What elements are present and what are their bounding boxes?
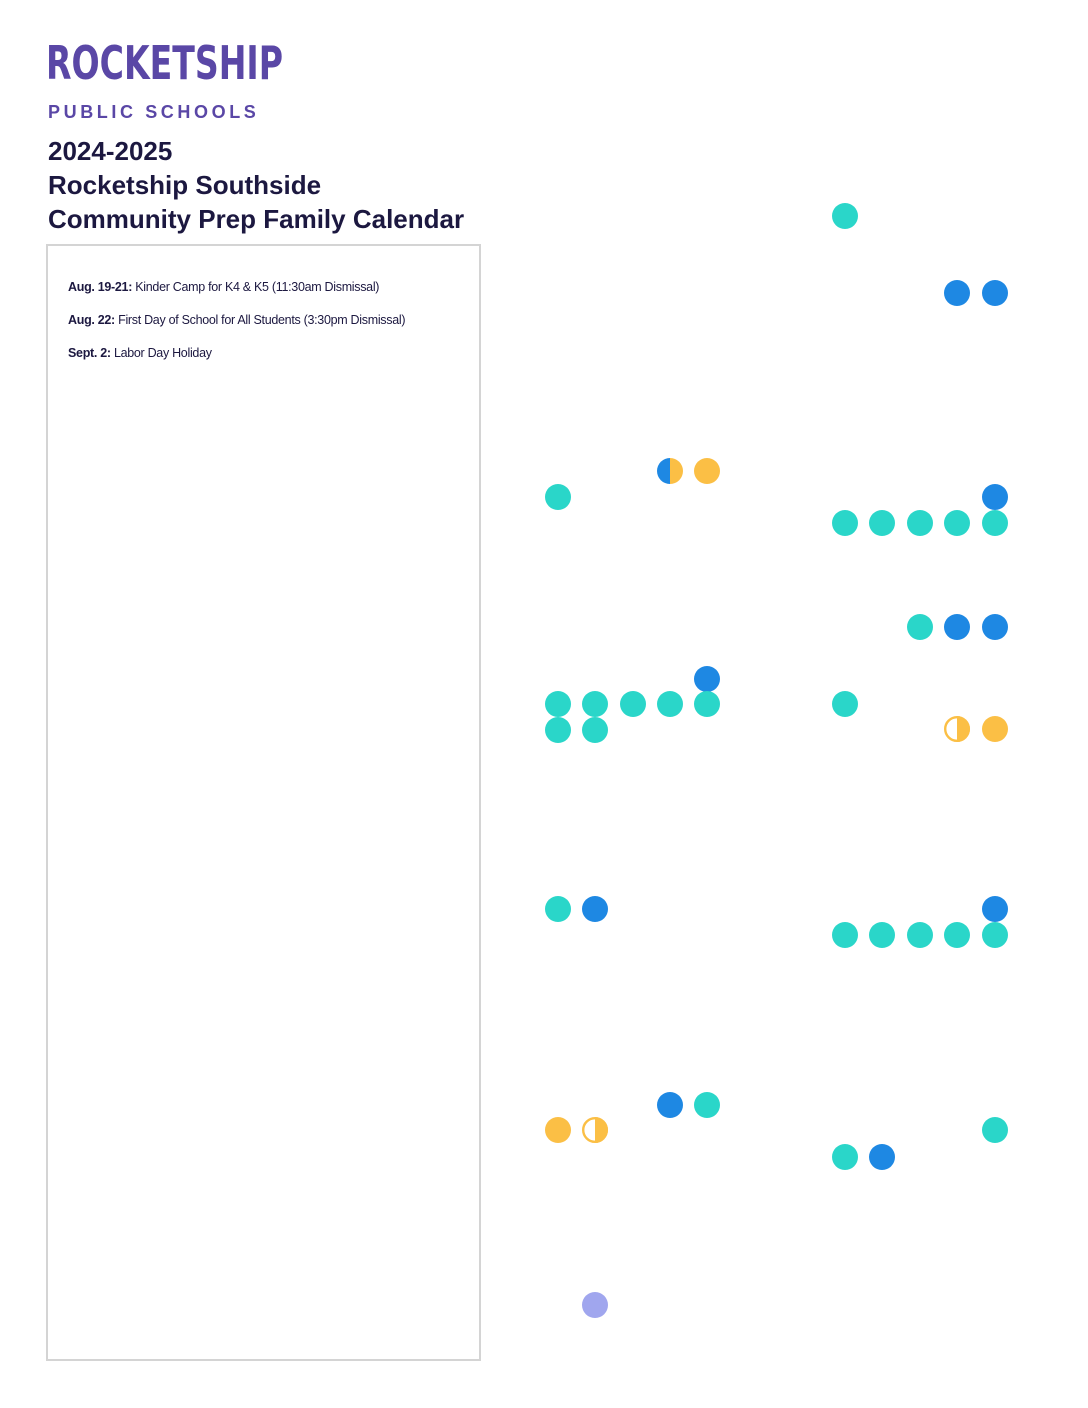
event-text: Labor Day Holiday bbox=[113, 346, 212, 360]
title-line: 2024-2025 bbox=[48, 136, 173, 166]
calendar-dot bbox=[545, 896, 571, 922]
calendar-dot bbox=[694, 666, 720, 692]
calendar-dot bbox=[694, 691, 720, 717]
calendar-dot bbox=[582, 691, 608, 717]
calendar-dot bbox=[832, 922, 858, 948]
calendar-dot bbox=[982, 896, 1008, 922]
calendar-dot bbox=[907, 922, 933, 948]
calendar-dot bbox=[944, 510, 970, 536]
calendar-dot bbox=[582, 1292, 608, 1318]
calendar-dot bbox=[944, 614, 970, 640]
calendar-dot bbox=[982, 922, 1008, 948]
event-text: Kinder Camp for K4 & K5 (11:30am Dismiss… bbox=[135, 280, 380, 294]
calendar-dot bbox=[982, 1117, 1008, 1143]
event-text: First Day of School for All Students (3:… bbox=[118, 313, 406, 327]
calendar-dot bbox=[832, 510, 858, 536]
logo-subtitle: PUBLIC SCHOOLS bbox=[48, 102, 260, 122]
calendar-dot bbox=[982, 716, 1008, 742]
calendar-dot bbox=[982, 484, 1008, 510]
calendar-dot bbox=[670, 458, 683, 484]
event-date: Aug. 22: bbox=[68, 313, 115, 327]
calendar-dot bbox=[869, 922, 895, 948]
calendar-dot bbox=[869, 510, 895, 536]
calendar-dot bbox=[620, 691, 646, 717]
event: Aug. 22: First Day of School for All Stu… bbox=[68, 313, 405, 327]
event: Sept. 2: Labor Day Holiday bbox=[68, 346, 405, 360]
calendar-dot bbox=[907, 510, 933, 536]
events-list: Aug. 19-21: Kinder Camp for K4 & K5 (11:… bbox=[68, 280, 405, 379]
calendar-dot bbox=[545, 484, 571, 510]
calendar-dot bbox=[694, 1092, 720, 1118]
calendar-dot bbox=[832, 691, 858, 717]
calendar-dot bbox=[907, 614, 933, 640]
calendar-dot bbox=[582, 717, 608, 743]
calendar-dot bbox=[545, 691, 571, 717]
calendar-dot bbox=[545, 717, 571, 743]
calendar-dot bbox=[944, 922, 970, 948]
title: 2024-2025 Rocketship Southside Community… bbox=[48, 134, 464, 236]
calendar-dot bbox=[595, 1117, 608, 1143]
calendar-dot bbox=[545, 1117, 571, 1143]
events-box: Aug. 19-21: Kinder Camp for K4 & K5 (11:… bbox=[46, 244, 481, 1361]
title-line: Rocketship Southside bbox=[48, 170, 322, 200]
title-line: Community Prep Family Calendar bbox=[48, 204, 465, 234]
calendar-dot bbox=[944, 280, 970, 306]
calendar-dot bbox=[869, 1144, 895, 1170]
calendar-dot bbox=[957, 716, 970, 742]
calendar-dot bbox=[694, 458, 720, 484]
event: Aug. 19-21: Kinder Camp for K4 & K5 (11:… bbox=[68, 280, 405, 294]
event-date: Sept. 2: bbox=[68, 346, 111, 360]
logo: ROCKETSHIP bbox=[46, 36, 284, 90]
calendar-dot bbox=[982, 614, 1008, 640]
calendar-dot bbox=[657, 691, 683, 717]
event-date: Aug. 19-21: bbox=[68, 280, 133, 294]
calendar-dot bbox=[832, 203, 858, 229]
calendar-dot bbox=[832, 1144, 858, 1170]
calendar-dot bbox=[582, 896, 608, 922]
calendar-dot bbox=[657, 458, 670, 484]
calendar-dot bbox=[982, 280, 1008, 306]
calendar-dot bbox=[657, 1092, 683, 1118]
calendar-dot bbox=[982, 510, 1008, 536]
